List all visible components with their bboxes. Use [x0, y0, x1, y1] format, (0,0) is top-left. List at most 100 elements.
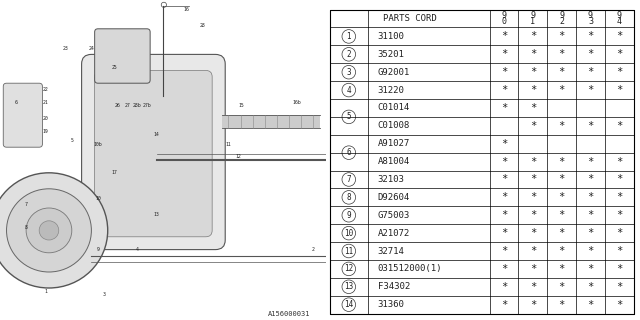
Text: *: * — [530, 192, 536, 202]
Text: *: * — [530, 67, 536, 77]
Text: *: * — [588, 210, 593, 220]
Text: *: * — [588, 228, 593, 238]
Text: 5: 5 — [346, 112, 351, 121]
Text: 12: 12 — [236, 154, 241, 159]
Text: D92604: D92604 — [378, 193, 410, 202]
Text: *: * — [588, 156, 593, 167]
Text: 6: 6 — [346, 148, 351, 157]
Text: 9: 9 — [588, 11, 593, 20]
Text: *: * — [530, 103, 536, 113]
Text: 27b: 27b — [143, 103, 151, 108]
Text: 10b: 10b — [93, 141, 102, 147]
Text: 2: 2 — [559, 17, 564, 26]
Text: *: * — [501, 228, 507, 238]
Text: 28b: 28b — [132, 103, 141, 108]
Text: *: * — [501, 85, 507, 95]
Text: 4: 4 — [617, 17, 621, 26]
Text: 27: 27 — [124, 103, 130, 108]
Text: 1: 1 — [44, 289, 47, 294]
Text: 9: 9 — [502, 11, 506, 20]
Text: *: * — [616, 156, 622, 167]
Text: 10: 10 — [95, 196, 100, 201]
Text: *: * — [501, 192, 507, 202]
Text: *: * — [559, 85, 564, 95]
Text: 31220: 31220 — [378, 85, 404, 95]
Text: *: * — [588, 282, 593, 292]
FancyBboxPatch shape — [82, 54, 225, 250]
Text: 9: 9 — [531, 11, 535, 20]
Text: *: * — [530, 174, 536, 185]
Text: A81004: A81004 — [378, 157, 410, 166]
Text: *: * — [501, 139, 507, 149]
Text: 25: 25 — [111, 65, 117, 70]
Text: *: * — [616, 49, 622, 59]
Text: 24: 24 — [88, 45, 94, 51]
Text: *: * — [559, 174, 564, 185]
Text: 031512000(1): 031512000(1) — [378, 264, 442, 273]
Text: *: * — [588, 192, 593, 202]
Text: *: * — [559, 156, 564, 167]
Text: 14: 14 — [154, 132, 159, 137]
Text: *: * — [501, 264, 507, 274]
Text: *: * — [559, 192, 564, 202]
Text: G75003: G75003 — [378, 211, 410, 220]
Text: 9: 9 — [559, 11, 564, 20]
Text: *: * — [530, 121, 536, 131]
Text: *: * — [501, 282, 507, 292]
Circle shape — [6, 189, 92, 272]
Text: 21: 21 — [43, 100, 49, 105]
Text: *: * — [530, 246, 536, 256]
Circle shape — [342, 146, 356, 159]
Circle shape — [26, 208, 72, 253]
Text: 28: 28 — [200, 23, 205, 28]
Text: 6: 6 — [15, 100, 18, 105]
Text: 3: 3 — [346, 68, 351, 77]
Circle shape — [342, 226, 356, 240]
Text: 1: 1 — [531, 17, 535, 26]
FancyBboxPatch shape — [95, 70, 212, 237]
Text: *: * — [501, 156, 507, 167]
Text: 22: 22 — [43, 87, 49, 92]
Text: *: * — [588, 264, 593, 274]
Text: 9: 9 — [617, 11, 621, 20]
FancyBboxPatch shape — [95, 29, 150, 83]
FancyBboxPatch shape — [3, 83, 42, 147]
Text: *: * — [501, 67, 507, 77]
Text: *: * — [616, 282, 622, 292]
Text: A91027: A91027 — [378, 139, 410, 148]
Text: *: * — [501, 103, 507, 113]
Text: *: * — [559, 121, 564, 131]
Text: *: * — [588, 121, 593, 131]
Text: *: * — [530, 156, 536, 167]
Text: 9: 9 — [97, 247, 99, 252]
Text: *: * — [559, 282, 564, 292]
Text: 31100: 31100 — [378, 32, 404, 41]
Text: *: * — [588, 31, 593, 41]
Text: *: * — [530, 228, 536, 238]
Text: *: * — [530, 85, 536, 95]
Text: 7: 7 — [346, 175, 351, 184]
Text: A156000031: A156000031 — [268, 311, 310, 317]
Text: *: * — [559, 246, 564, 256]
Text: *: * — [559, 49, 564, 59]
Circle shape — [342, 83, 356, 97]
Text: 16b: 16b — [292, 100, 301, 105]
Text: *: * — [588, 49, 593, 59]
Text: PARTS CORD: PARTS CORD — [383, 14, 436, 23]
Text: *: * — [530, 49, 536, 59]
Text: 32714: 32714 — [378, 246, 404, 255]
Text: 32103: 32103 — [378, 175, 404, 184]
Text: 16: 16 — [183, 7, 189, 12]
Text: *: * — [616, 264, 622, 274]
Text: *: * — [501, 31, 507, 41]
Text: 7: 7 — [25, 202, 28, 207]
Text: 11: 11 — [344, 246, 353, 255]
Text: *: * — [530, 300, 536, 310]
Text: 1: 1 — [346, 32, 351, 41]
Text: *: * — [616, 31, 622, 41]
Circle shape — [0, 173, 108, 288]
Text: 15: 15 — [239, 103, 244, 108]
Text: *: * — [559, 67, 564, 77]
Text: *: * — [616, 210, 622, 220]
Circle shape — [342, 298, 356, 311]
